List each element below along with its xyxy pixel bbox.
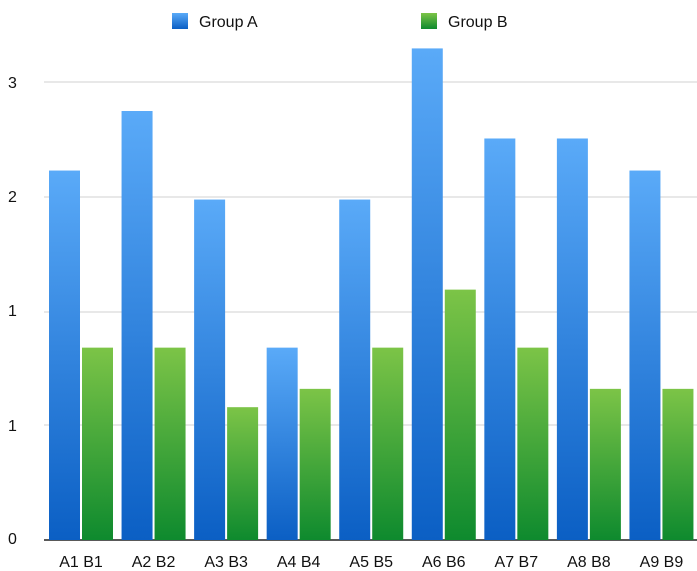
x-tick-label: A8 B8 [567,554,611,571]
bar-group-a [121,111,153,541]
y-axis: 0 1 1 2 3 [8,75,697,548]
bar-group-b [444,289,476,540]
legend: Group A Group B [172,13,508,31]
x-tick-label: A2 B2 [132,554,176,571]
legend-label-group-a: Group A [199,14,258,31]
legend-label-group-b: Group B [448,14,508,31]
bar-group-a [266,347,298,540]
bar-group-b [517,347,549,540]
y-tick-label: 0 [8,531,17,548]
x-tick-label: A5 B5 [349,554,393,571]
y-tick-label: 2 [8,189,17,206]
bar-group-a [194,199,226,540]
x-tick-label: A9 B9 [640,554,684,571]
x-tick-label: A3 B3 [204,554,248,571]
gridlines [44,81,697,426]
bar-group-b [154,347,186,540]
x-tick-label: A4 B4 [277,554,321,571]
x-tick-label: A1 B1 [59,554,103,571]
bar-group-b [372,347,404,540]
bar-group-b [662,388,694,540]
bar-group-b [82,347,113,540]
bar-group-b [299,388,331,540]
bars [49,48,694,541]
x-axis: A1 B1 A2 B2 A3 B3 A4 B4 A5 B5 A6 B6 A7 B7 A8 B8… [59,554,683,571]
y-tick-label: 1 [8,418,17,435]
y-tick-label: 1 [8,303,17,320]
bar-group-a [411,48,443,541]
bar-group-a [49,170,80,540]
legend-swatch-group-a [172,13,188,29]
y-tick-label: 3 [8,75,17,92]
bar-group-a [484,138,516,540]
bar-group-b [589,388,621,540]
bar-group-b [227,407,259,540]
bar-group-a [339,199,371,540]
bar-group-a [556,138,588,540]
bar-group-a [629,170,661,540]
x-tick-label: A7 B7 [495,554,539,571]
x-tick-label: A6 B6 [422,554,466,571]
legend-swatch-group-b [421,13,437,29]
